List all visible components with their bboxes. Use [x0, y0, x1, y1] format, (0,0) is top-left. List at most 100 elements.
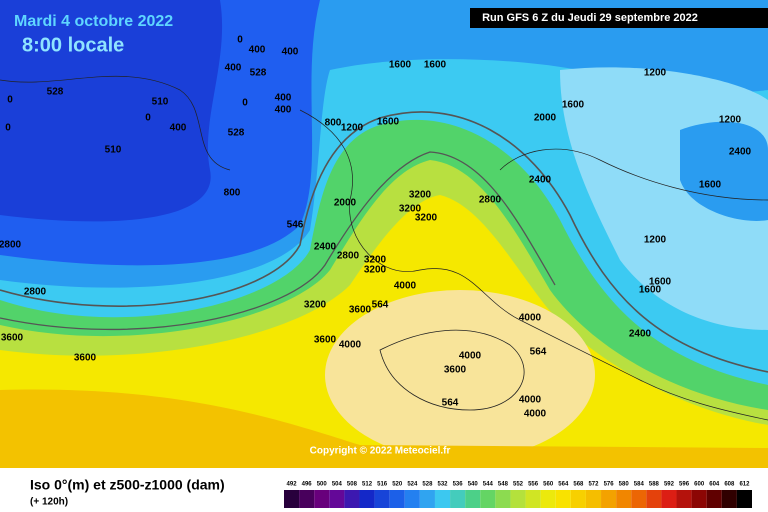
contour-label: 2400 [629, 329, 652, 340]
contour-label: 2000 [534, 113, 557, 124]
contour-label: 0 [242, 98, 248, 109]
contour-label: 2400 [729, 147, 752, 158]
contour-label: 4000 [519, 395, 542, 406]
contour-label: 528 [228, 128, 245, 139]
run-info: Run GFS 6 Z du Jeudi 29 septembre 2022 [482, 12, 698, 24]
scale-swatch [465, 490, 481, 508]
contour-label: 3600 [444, 365, 467, 376]
scale-label: 524 [407, 482, 418, 488]
contour-label: 3200 [364, 265, 387, 276]
contour-label: 0 [7, 95, 13, 106]
contour-label: 3200 [409, 190, 432, 201]
contour-label: 0 [237, 35, 243, 46]
contour-label: 1200 [341, 123, 364, 134]
scale-swatch [495, 490, 511, 508]
scale-label: 536 [453, 482, 464, 488]
contour-label: 0 [5, 123, 11, 134]
contour-label: 1200 [719, 115, 742, 126]
scale-label: 612 [739, 482, 750, 488]
scale-label: 528 [422, 482, 433, 488]
contour-label: 2800 [479, 195, 502, 206]
scale-label: 504 [332, 482, 343, 488]
scale-label: 532 [438, 482, 449, 488]
contour-label: 2800 [337, 251, 360, 262]
contour-label: 4000 [339, 340, 362, 351]
map-field [0, 0, 768, 468]
run-box [470, 8, 768, 28]
scale-label: 604 [709, 482, 720, 488]
contour-label: 2800 [24, 287, 47, 298]
scale-swatch [510, 490, 526, 508]
scale-swatch [706, 490, 722, 508]
scale-swatch [555, 490, 571, 508]
contour-label: 3200 [364, 255, 387, 266]
contour-label: 510 [105, 145, 122, 156]
contour-label: 2000 [334, 198, 357, 209]
scale-label: 560 [543, 482, 554, 488]
scale-swatch [344, 490, 360, 508]
scale-swatch [616, 490, 632, 508]
color-scale: 492 496 500 504 508 512 516 520 524 528 532 536 540 5… [284, 482, 752, 508]
contour-label: 0 [145, 113, 151, 124]
scale-swatch [525, 490, 541, 508]
contour-label: 800 [224, 188, 241, 199]
contour-label: 3200 [399, 204, 422, 215]
scale-swatch [601, 490, 617, 508]
scale-swatch [329, 490, 345, 508]
scale-label: 500 [317, 482, 328, 488]
scale-label: 600 [694, 482, 705, 488]
contour-label: 546 [287, 220, 304, 231]
contour-label: 1600 [389, 60, 412, 71]
contour-label: 400 [275, 93, 292, 104]
scale-swatch [450, 490, 466, 508]
scale-swatch [419, 490, 435, 508]
contour-label: 2400 [314, 242, 337, 253]
scale-swatch [434, 490, 451, 508]
scale-swatch [374, 490, 390, 508]
contour-label: 3600 [349, 305, 372, 316]
scale-swatch [646, 490, 662, 508]
contour-label: 1600 [699, 180, 722, 191]
contour-label: 400 [225, 63, 242, 74]
scale-label: 520 [392, 482, 403, 488]
scale-swatch [389, 490, 405, 508]
contour-label: 800 [325, 118, 342, 129]
scale-label: 508 [347, 482, 358, 488]
contour-label: 1600 [424, 60, 447, 71]
scale-swatch [284, 490, 300, 508]
scale-swatch [540, 490, 556, 508]
scale-label: 496 [302, 482, 313, 488]
copyright: Copyright © 2022 Meteociel.fr [310, 446, 451, 457]
contour-label: 400 [170, 123, 187, 134]
contour-label: 4000 [459, 351, 482, 362]
scale-swatch [480, 490, 496, 508]
scale-swatch [721, 490, 737, 508]
scale-label: 556 [528, 482, 539, 488]
contour-label: 1600 [377, 117, 400, 128]
scale-label: 552 [513, 482, 524, 488]
scale-label: 580 [619, 482, 630, 488]
scale-label: 592 [664, 482, 675, 488]
contour-label: 400 [282, 47, 299, 58]
contour-label: 3600 [314, 335, 337, 346]
contour-label: 528 [250, 68, 267, 79]
scale-swatch [585, 490, 602, 508]
scale-swatch [661, 490, 677, 508]
contour-label: 564 [530, 347, 547, 358]
scale-label: 564 [558, 482, 569, 488]
contour-label: 510 [152, 97, 169, 108]
contour-label: 3600 [1, 333, 24, 344]
contour-label: 1200 [644, 68, 667, 79]
scale-label: 544 [483, 482, 494, 488]
legend-subtitle: (+ 120h) [30, 497, 68, 508]
date: Mardi 4 octobre 2022 [14, 13, 173, 30]
scale-swatch [404, 490, 420, 508]
contour-label: 2800 [0, 240, 22, 251]
contour-label: 4000 [524, 409, 547, 420]
contour-label: 2400 [529, 175, 552, 186]
contour-label: 1600 [649, 277, 672, 288]
scale-label: 512 [362, 482, 373, 488]
scale-swatch [691, 490, 707, 508]
scale-label: 492 [287, 482, 298, 488]
